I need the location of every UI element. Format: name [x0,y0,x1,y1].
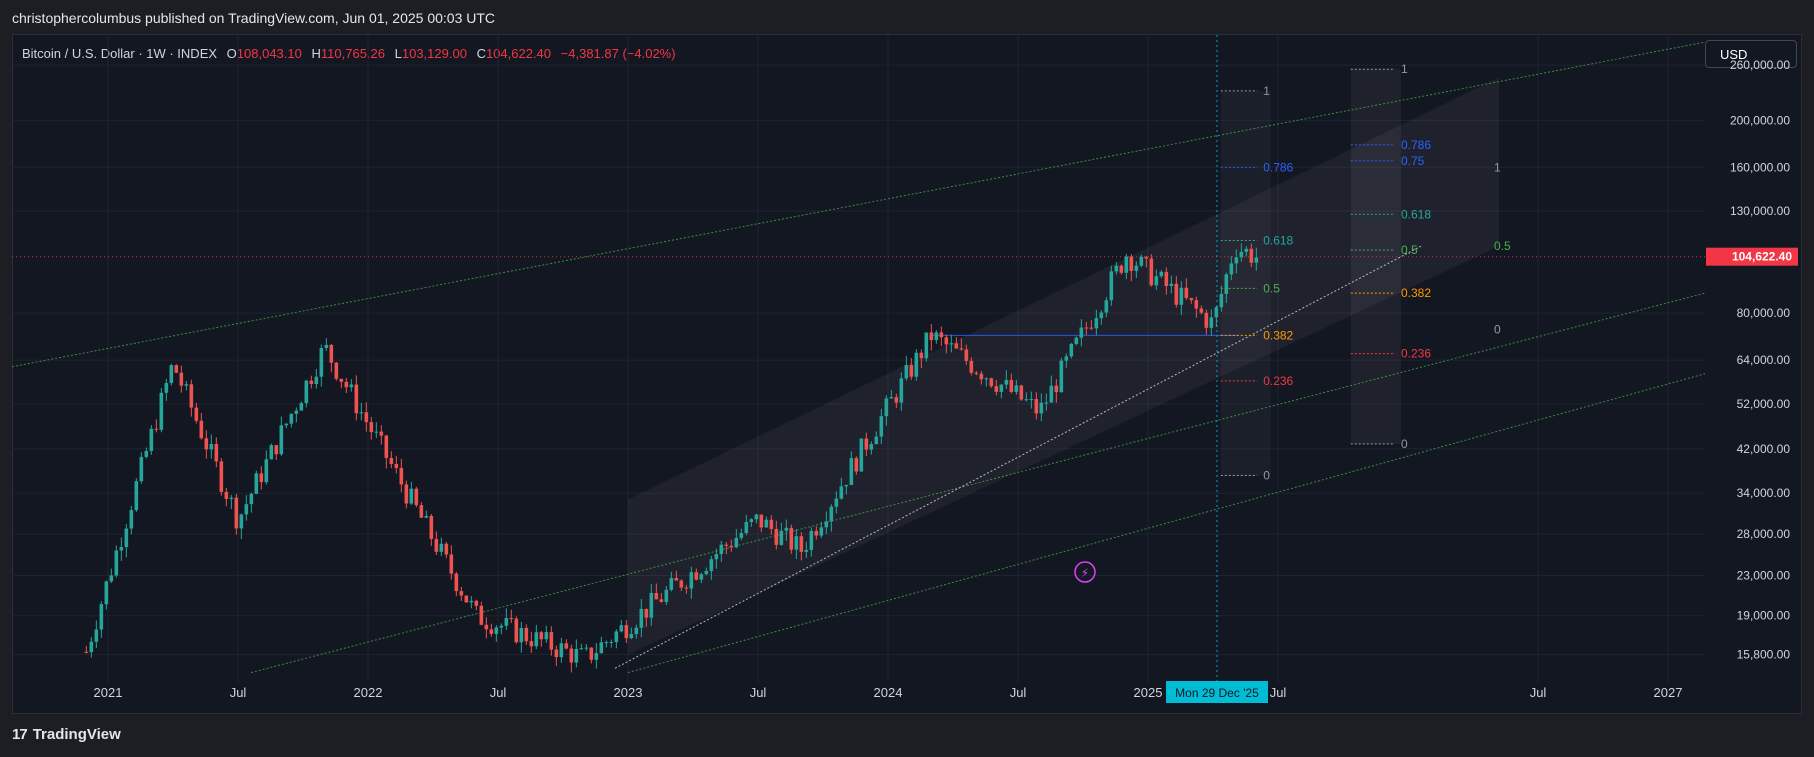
publisher-line: christophercolumbus published on Trading… [12,10,496,26]
currency-button[interactable]: USD [1705,40,1797,68]
close-value: 104,622.40 [485,46,552,61]
symbol-legend: Bitcoin / U.S. Dollar · 1W · INDEX O108,… [22,46,676,61]
low-label: L [394,46,402,61]
high-label: H [311,46,321,61]
low-value: 103,129.00 [401,46,467,61]
tradingview-logo[interactable]: 17 TradingView [12,726,121,743]
symbol-name[interactable]: Bitcoin / U.S. Dollar · 1W · INDEX [22,46,218,61]
close-label: C [476,46,486,61]
brand-name: TradingView [32,726,121,743]
chart-pane[interactable] [12,34,1802,714]
tradingview-logo-icon: 17 [12,726,28,743]
open-label: O [226,46,237,61]
high-value: 110,765.26 [320,46,385,61]
change-value: −4,381.87 (−4.02%) [560,46,676,61]
open-value: 108,043.10 [236,46,302,61]
